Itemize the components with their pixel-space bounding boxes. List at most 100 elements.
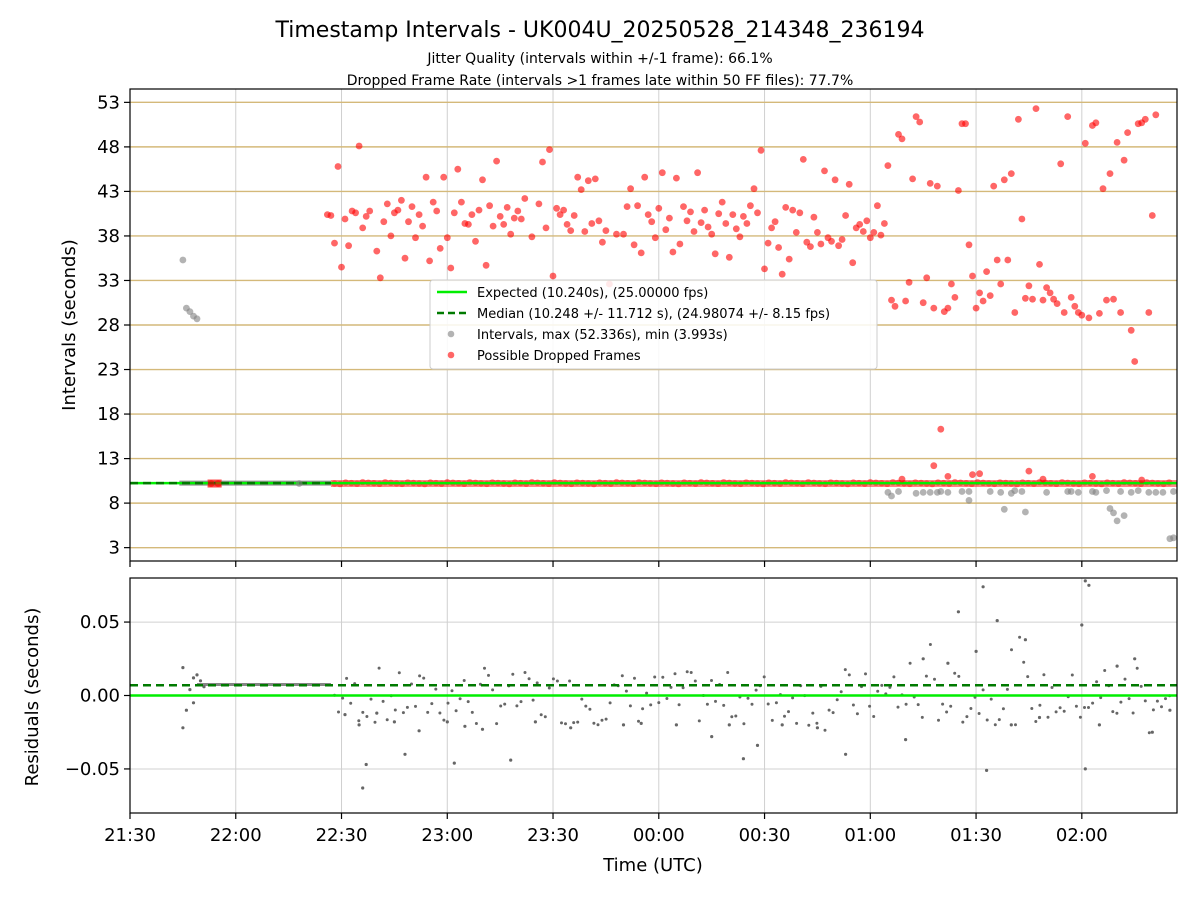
- residual-point: [491, 688, 495, 692]
- residual-point: [1151, 708, 1155, 712]
- interval-point-40: [1152, 489, 1160, 496]
- dropped-frame-point-205: [1057, 160, 1065, 168]
- residual-point: [827, 708, 831, 712]
- dropped-frame-point-45: [479, 176, 486, 184]
- dropped-frame-point-117: [747, 202, 754, 210]
- legend-label-dropped: Possible Dropped Frames: [477, 349, 641, 364]
- dropped-frame-point-157: [888, 296, 895, 304]
- dropped-frame-point-221: [1113, 139, 1121, 146]
- residual-point: [693, 679, 697, 683]
- interval-point-16: [965, 488, 973, 495]
- dropped-frame-point-95: [669, 248, 677, 256]
- residual-point-52: [1150, 730, 1154, 734]
- residual-point-7: [198, 679, 203, 683]
- interval-point-9: [912, 489, 920, 497]
- dropped-frame-point-196: [1025, 282, 1033, 290]
- residual-point: [588, 707, 592, 711]
- dropped-frame-point-179: [965, 241, 973, 249]
- dropped-frame-point-33: [436, 245, 444, 252]
- dropped-frame-point-37: [450, 209, 458, 217]
- dropped-frame-point-171: [937, 425, 945, 433]
- dropped-frame-point-25: [408, 203, 416, 211]
- residual-point: [1078, 715, 1082, 719]
- dropped-frame-point-112: [729, 211, 737, 219]
- residual-point: [385, 718, 389, 722]
- residual-point-31: [780, 723, 784, 727]
- dropped-frame-point-50: [496, 213, 504, 220]
- dropped-frame-point-166: [919, 299, 927, 307]
- dropped-frame-point-81: [620, 230, 627, 238]
- dropped-frame-point-218: [1103, 296, 1110, 304]
- dropped-frame-point-102: [694, 169, 701, 177]
- dropped-frame-point-31: [429, 198, 437, 206]
- dropped-frame-point-240: [1089, 473, 1096, 480]
- dropped-frame-point-78: [602, 227, 610, 235]
- residuals-series: [130, 579, 1177, 790]
- dropped-frame-point-118: [750, 185, 758, 193]
- interval-point-13: [937, 488, 945, 495]
- residual-point: [584, 704, 588, 708]
- dropped-frame-point-201: [1043, 284, 1050, 291]
- residual-point: [405, 705, 409, 709]
- residual-point: [811, 711, 815, 715]
- residual-point-25: [639, 721, 643, 726]
- intervals-ytick-label-10: 53: [97, 92, 120, 113]
- residual-point: [1164, 697, 1167, 701]
- dropped-frame-point-151: [866, 234, 874, 242]
- legend-label-intervals: Intervals, max (52.336s), min (3.993s): [477, 328, 728, 343]
- interval-point-4: [193, 315, 201, 323]
- dropped-frame-point-120: [757, 147, 765, 154]
- residual-point-14: [392, 720, 396, 724]
- dropped-frame-point-7: [341, 215, 349, 223]
- dropped-frame-point-222: [1117, 309, 1124, 316]
- dropped-frame-point-85: [634, 202, 641, 210]
- residual-point: [807, 723, 811, 727]
- dropped-frame-point-180: [969, 272, 976, 280]
- residual-point-20: [480, 727, 485, 731]
- residual-point: [945, 710, 949, 714]
- interval-point-17: [965, 497, 973, 504]
- residual-point: [1083, 706, 1086, 709]
- residual-point: [337, 710, 340, 714]
- dropped-frame-point-165: [916, 118, 924, 126]
- time-xtick-label-2: 22:30: [316, 825, 368, 846]
- dropped-frame-point-93: [662, 226, 670, 234]
- dropped-frame-point-204: [1053, 300, 1061, 307]
- residual-point: [503, 702, 507, 706]
- residual-point-35: [921, 657, 925, 661]
- interval-point-35: [1117, 488, 1124, 495]
- dropped-frame-point-21: [394, 206, 402, 214]
- dropped-frame-point-144: [842, 212, 849, 219]
- dropped-frame-point-194: [1018, 215, 1026, 223]
- residual-point-46: [1083, 767, 1087, 771]
- residual-point: [442, 718, 446, 722]
- residual-point: [1054, 710, 1058, 714]
- legend-swatch-intervals: [447, 330, 455, 338]
- residual-point: [847, 673, 851, 677]
- dropped-frame-point-207: [1064, 113, 1072, 120]
- residual-point-0: [181, 666, 185, 670]
- chart-title: Timestamp Intervals - UK004U_20250528_21…: [275, 18, 925, 43]
- dropped-frame-point-132: [799, 156, 807, 163]
- residual-point: [1115, 711, 1119, 715]
- residual-point-40: [985, 768, 989, 773]
- residual-point: [422, 676, 426, 680]
- dropped-frame-point-176: [955, 187, 962, 194]
- dropped-frame-point-153: [874, 202, 881, 210]
- dropped-frame-point-63: [549, 272, 557, 280]
- interval-point-28: [1074, 489, 1082, 496]
- residual-point-44: [1037, 715, 1042, 720]
- residual-point: [880, 683, 884, 687]
- dropped-frame-point-68: [567, 227, 575, 235]
- dropped-frame-point-209: [1071, 302, 1079, 310]
- residual-point: [1074, 704, 1078, 708]
- residual-point: [560, 721, 563, 725]
- dropped-frame-point-199: [1036, 261, 1043, 268]
- dropped-frame-point-97: [676, 240, 684, 248]
- intervals-ytick-label-2: 13: [97, 449, 120, 470]
- residual-point: [543, 715, 547, 719]
- dropped-frame-point-30: [426, 257, 433, 265]
- residual-point: [580, 697, 584, 701]
- residuals-ytick-label-2: 0.05: [80, 612, 120, 633]
- dropped-frame-point-226: [1131, 358, 1139, 365]
